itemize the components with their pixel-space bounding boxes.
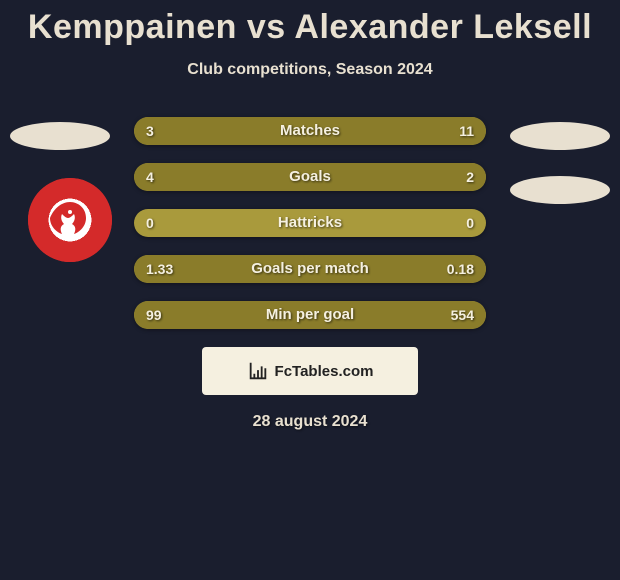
page-title: Kemppainen vs Alexander Leksell <box>0 0 620 47</box>
stat-row: 4Goals2 <box>134 163 486 191</box>
chart-icon <box>247 360 269 382</box>
stat-row: 1.33Goals per match0.18 <box>134 255 486 283</box>
date-label: 28 august 2024 <box>0 413 620 431</box>
stat-row: 0Hattricks0 <box>134 209 486 237</box>
stat-value-right: 0.18 <box>447 255 474 283</box>
stat-label: Hattricks <box>134 209 486 237</box>
stat-row: 99Min per goal554 <box>134 301 486 329</box>
stat-value-right: 554 <box>451 301 474 329</box>
club-badge <box>28 178 112 262</box>
stat-label: Min per goal <box>134 301 486 329</box>
stat-label: Goals per match <box>134 255 486 283</box>
stat-value-right: 0 <box>466 209 474 237</box>
stat-value-right: 11 <box>459 117 474 145</box>
footer-label: FcTables.com <box>275 363 374 380</box>
stat-label: Matches <box>134 117 486 145</box>
player-left-badge <box>10 122 110 150</box>
eagle-icon <box>46 196 94 244</box>
player-right-badge-2 <box>510 176 610 204</box>
stat-label: Goals <box>134 163 486 191</box>
stat-value-right: 2 <box>466 163 474 191</box>
subtitle: Club competitions, Season 2024 <box>0 61 620 79</box>
stats-bars: 3Matches11 4Goals2 0Hattricks0 1.33Goals pe… <box>134 117 486 329</box>
stat-row: 3Matches11 <box>134 117 486 145</box>
player-right-badge-1 <box>510 122 610 150</box>
footer-logo-box: FcTables.com <box>202 347 418 395</box>
